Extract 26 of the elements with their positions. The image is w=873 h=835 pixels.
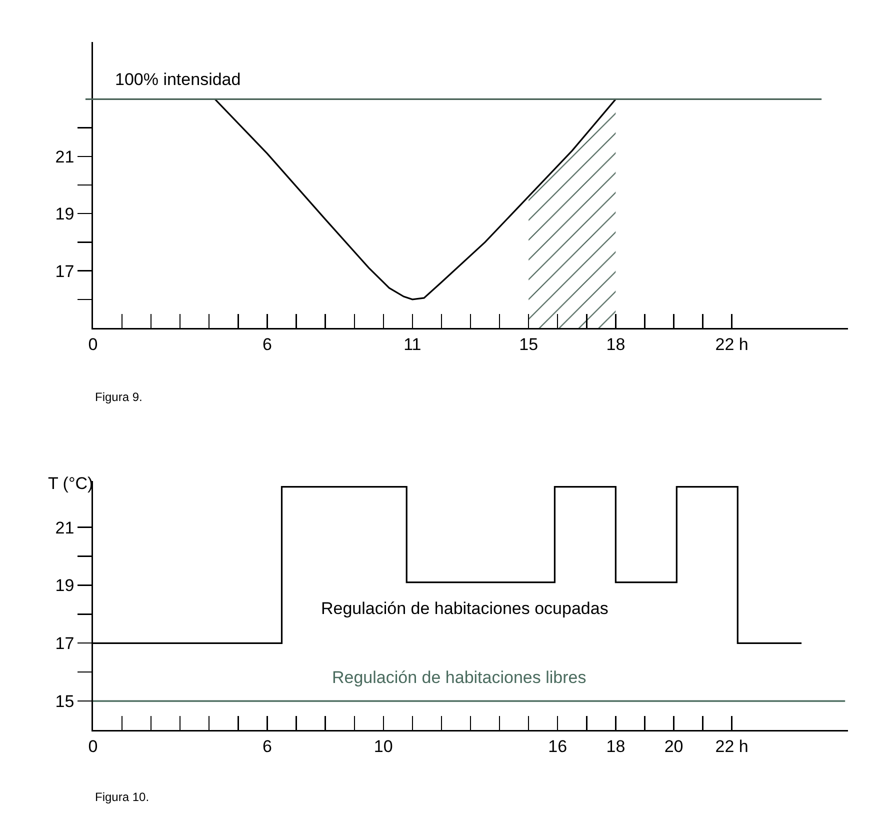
x-tick-label: 11 (404, 334, 422, 354)
x-tick-label: 10 (374, 736, 393, 756)
x-tick-label: 6 (262, 736, 272, 756)
x-tick-label: 22 h (715, 736, 748, 756)
x-tick-label: 6 (262, 334, 272, 354)
y-tick-label: 21 (55, 518, 74, 538)
y-tick-label: 17 (55, 262, 74, 281)
series-label: Regulación de habitaciones ocupadas (321, 599, 608, 618)
y-tick-label: 15 (55, 692, 74, 711)
x-tick-label: 18 (606, 334, 626, 354)
y-tick-label: 19 (55, 576, 74, 596)
x-tick-label: 15 (519, 334, 538, 354)
y-tick-label: 19 (55, 204, 74, 224)
y-axis-title: T (°C) (48, 474, 94, 493)
x-tick-label: 0 (88, 334, 98, 354)
x-tick-label: 18 (606, 736, 626, 756)
text: Figura 10. (95, 790, 150, 804)
x-tick-label: 0 (88, 736, 98, 756)
ref-line-label: 100% intensidad (115, 70, 241, 89)
text: Figura 9. (95, 390, 142, 404)
x-tick-label: 20 (664, 736, 684, 756)
x-tick-label: 16 (548, 736, 568, 756)
y-tick-label: 21 (55, 147, 74, 166)
x-tick-label: 22 h (715, 334, 748, 354)
y-tick-label: 17 (55, 634, 74, 654)
series-label: Regulación de habitaciones libres (332, 668, 586, 687)
